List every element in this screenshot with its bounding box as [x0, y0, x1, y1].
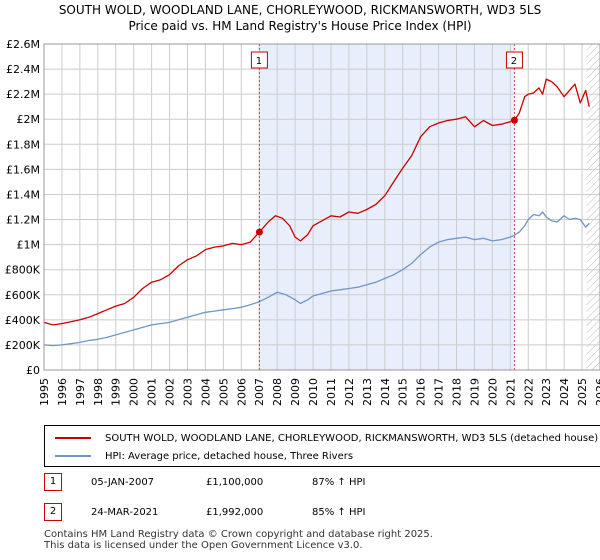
- property-price-line: [43, 78, 590, 326]
- x-tick-label: 2020: [486, 378, 499, 406]
- y-tick-label: £600K: [5, 289, 41, 302]
- x-tick-label: 1998: [92, 378, 105, 406]
- x-tick-label: 2025: [576, 378, 589, 406]
- x-tick-label: 1995: [38, 378, 51, 406]
- x-tick-label: 2013: [361, 378, 374, 406]
- y-tick-label: £1.2M: [6, 214, 40, 227]
- y-tick-label: £400K: [5, 314, 41, 327]
- x-tick-label: 2006: [235, 378, 248, 406]
- sale-1-box-label: 1: [256, 56, 262, 67]
- future-hatch-region: [586, 44, 600, 370]
- x-tick-label: 1996: [56, 378, 69, 406]
- y-tick-label: £2.4M: [6, 63, 40, 76]
- x-tick-label: 2015: [397, 378, 410, 406]
- sale-hpi-2: 85% ↑ HPI: [312, 507, 366, 518]
- x-tick-label: 2022: [522, 378, 535, 406]
- y-tick-label: £200K: [5, 339, 41, 352]
- sale-date-2: 24-MAR-2021: [91, 507, 159, 518]
- sale-1-box: [250, 51, 268, 69]
- chart-subtitle: Price paid vs. HM Land Registry's House …: [128, 19, 472, 33]
- x-tick-label: 2003: [181, 378, 194, 406]
- x-tick-label: 2014: [379, 378, 392, 406]
- footer-line-1: Contains HM Land Registry data © Crown c…: [44, 529, 433, 540]
- legend-swatch-hpi: [55, 455, 91, 457]
- y-tick-label: £1.4M: [6, 188, 40, 201]
- sale-1-point: [255, 228, 263, 236]
- y-tick-label: £2.6M: [6, 38, 40, 51]
- legend-label-hpi: HPI: Average price, detached house, Thre…: [105, 450, 354, 462]
- x-tick-label: 2010: [307, 378, 320, 406]
- sale-badge-2: 2: [44, 503, 62, 521]
- x-tick-label: 1997: [74, 378, 87, 406]
- chart-title: SOUTH WOLD, WOODLAND LANE, CHORLEYWOOD, …: [58, 3, 542, 17]
- y-tick-label: £1M: [17, 239, 41, 252]
- sale-price-1: £1,100,000: [206, 477, 264, 488]
- price-chart: 1 2 £0 £200K £400K £600K £800K £1M £1.2M £1.4M £1…: [5, 38, 600, 406]
- x-tick-label: 2019: [468, 378, 481, 406]
- y-tick-label: £2M: [17, 113, 41, 126]
- x-tick-label: 2000: [128, 378, 141, 406]
- x-tick-label: 2018: [451, 378, 464, 406]
- sale-2-box: [505, 51, 523, 69]
- x-tick-label: 2001: [146, 378, 159, 406]
- x-tick-label: 2011: [325, 378, 338, 406]
- legend-item-hpi: HPI: Average price, detached house, Thre…: [55, 448, 353, 464]
- sale-date-1: 05-JAN-2007: [91, 477, 155, 488]
- legend: SOUTH WOLD, WOODLAND LANE, CHORLEYWOOD, …: [44, 425, 600, 467]
- x-tick-label: 2023: [540, 378, 553, 406]
- plot-frame: [43, 43, 600, 371]
- x-tick-label: 2007: [253, 378, 266, 406]
- legend-swatch-property: [55, 437, 91, 439]
- x-tick-label: 2017: [433, 378, 446, 406]
- x-tick-label: 2009: [289, 378, 302, 406]
- sale-hpi-1: 87% ↑ HPI: [312, 477, 366, 488]
- x-tick-label: 1999: [110, 378, 123, 406]
- x-tick-label: 2004: [199, 378, 212, 406]
- highlight-band: [259, 44, 515, 370]
- x-tick-label: 2012: [343, 378, 356, 406]
- sale-price-2: £1,992,000: [206, 507, 264, 518]
- footer-line-2: This data is licensed under the Open Gov…: [44, 540, 363, 551]
- legend-item-property: SOUTH WOLD, WOODLAND LANE, CHORLEYWOOD, …: [55, 430, 598, 446]
- x-tick-label: 2024: [558, 378, 571, 406]
- legend-label-property: SOUTH WOLD, WOODLAND LANE, CHORLEYWOOD, …: [105, 432, 599, 444]
- x-tick-label: 2002: [164, 378, 177, 406]
- x-tick-label: 2021: [504, 378, 517, 406]
- y-tick-label: £1.6M: [6, 163, 40, 176]
- y-tick-label: £1.8M: [6, 138, 40, 151]
- y-tick-label: £800K: [5, 264, 41, 277]
- chart-title-block: SOUTH WOLD, WOODLAND LANE, CHORLEYWOOD, …: [0, 2, 600, 34]
- sale-2-point: [510, 116, 518, 124]
- x-tick-label: 2005: [217, 378, 230, 406]
- x-tick-label: 2016: [415, 378, 428, 406]
- sale-2-box-label: 2: [511, 56, 517, 67]
- sale-badge-1: 1: [44, 473, 62, 491]
- footer: Contains HM Land Registry data © Crown c…: [44, 529, 433, 551]
- y-tick-label: £2.2M: [6, 88, 40, 101]
- x-tick-label: 2026: [594, 378, 600, 406]
- hpi-line: [43, 211, 590, 347]
- x-tick-label: 2008: [271, 378, 284, 406]
- y-tick-label: £0: [26, 364, 40, 377]
